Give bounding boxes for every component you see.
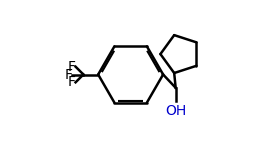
Text: OH: OH bbox=[165, 104, 186, 118]
Text: F: F bbox=[64, 67, 72, 82]
Text: F: F bbox=[68, 75, 76, 89]
Text: F: F bbox=[68, 60, 76, 74]
